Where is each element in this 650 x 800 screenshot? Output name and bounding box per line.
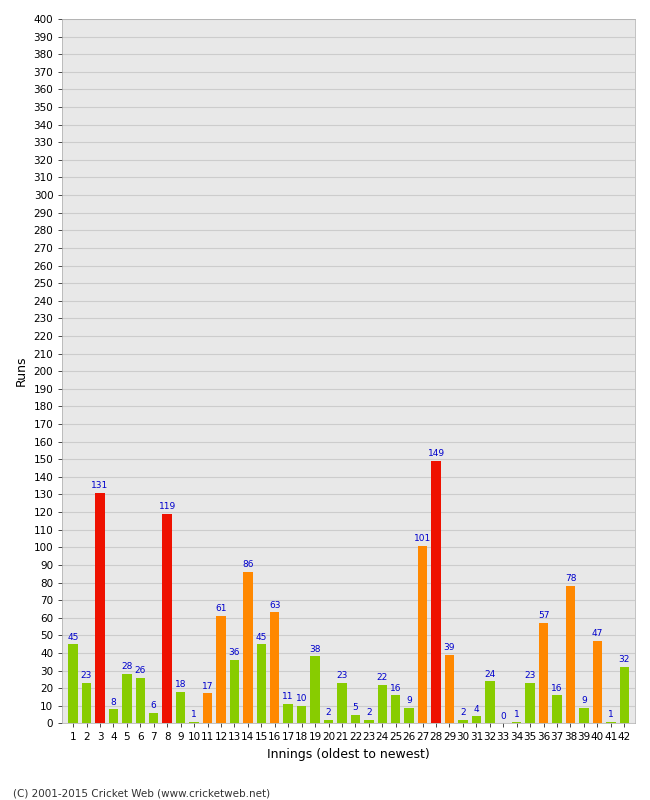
Bar [162, 514, 172, 723]
Bar [310, 657, 320, 723]
Text: 0: 0 [500, 712, 506, 721]
Text: 39: 39 [444, 643, 455, 652]
Text: 24: 24 [484, 670, 495, 678]
Text: 6: 6 [151, 702, 157, 710]
Text: 86: 86 [242, 560, 254, 570]
Bar [283, 704, 293, 723]
Text: 101: 101 [414, 534, 431, 543]
Bar [324, 720, 333, 723]
Bar [432, 461, 441, 723]
Bar [136, 678, 145, 723]
Text: 45: 45 [255, 633, 267, 642]
Bar [539, 623, 549, 723]
Text: 23: 23 [81, 671, 92, 680]
Bar [418, 546, 427, 723]
Bar [229, 660, 239, 723]
Bar [579, 707, 589, 723]
Bar [566, 586, 575, 723]
Bar [243, 572, 253, 723]
Text: 23: 23 [336, 671, 348, 680]
Text: 1: 1 [608, 710, 614, 719]
Bar [270, 613, 280, 723]
Text: 149: 149 [428, 450, 445, 458]
Bar [68, 644, 78, 723]
Bar [257, 644, 266, 723]
Text: 47: 47 [592, 629, 603, 638]
Bar [512, 722, 521, 723]
Bar [96, 493, 105, 723]
Bar [485, 681, 495, 723]
Text: 4: 4 [474, 705, 479, 714]
Text: 1: 1 [514, 710, 519, 719]
Bar [351, 714, 360, 723]
Bar [445, 654, 454, 723]
Text: 119: 119 [159, 502, 176, 511]
Text: 17: 17 [202, 682, 213, 691]
Text: 28: 28 [121, 662, 133, 671]
Bar [378, 685, 387, 723]
Text: (C) 2001-2015 Cricket Web (www.cricketweb.net): (C) 2001-2015 Cricket Web (www.cricketwe… [13, 788, 270, 798]
Text: 45: 45 [68, 633, 79, 642]
Bar [458, 720, 467, 723]
Text: 57: 57 [538, 611, 549, 620]
Text: 16: 16 [551, 683, 563, 693]
Bar [337, 683, 346, 723]
Text: 26: 26 [135, 666, 146, 675]
Text: 2: 2 [366, 708, 372, 718]
Text: 2: 2 [326, 708, 332, 718]
Bar [619, 667, 629, 723]
Text: 9: 9 [581, 696, 587, 705]
Text: 23: 23 [525, 671, 536, 680]
Bar [203, 694, 212, 723]
Text: 9: 9 [406, 696, 412, 705]
Text: 10: 10 [296, 694, 307, 703]
Text: 2: 2 [460, 708, 466, 718]
Y-axis label: Runs: Runs [15, 356, 28, 386]
Bar [149, 713, 159, 723]
Text: 61: 61 [215, 604, 227, 614]
Bar [122, 674, 131, 723]
Bar [189, 722, 199, 723]
Text: 5: 5 [352, 703, 358, 712]
Bar [297, 706, 306, 723]
Text: 16: 16 [390, 683, 402, 693]
Bar [109, 710, 118, 723]
Bar [364, 720, 374, 723]
Text: 1: 1 [191, 710, 197, 719]
Text: 38: 38 [309, 645, 321, 654]
Bar [525, 683, 535, 723]
Text: 78: 78 [565, 574, 576, 583]
Bar [404, 707, 414, 723]
Bar [552, 695, 562, 723]
Bar [391, 695, 400, 723]
Bar [472, 716, 481, 723]
Text: 63: 63 [269, 601, 281, 610]
Text: 22: 22 [376, 673, 388, 682]
Text: 131: 131 [92, 481, 109, 490]
Bar [216, 616, 226, 723]
Bar [593, 641, 602, 723]
Text: 11: 11 [282, 693, 294, 702]
Bar [606, 722, 616, 723]
Text: 18: 18 [175, 680, 187, 689]
Text: 36: 36 [229, 648, 240, 658]
Bar [176, 692, 185, 723]
Text: 8: 8 [111, 698, 116, 706]
Bar [82, 683, 91, 723]
Text: 32: 32 [619, 655, 630, 665]
X-axis label: Innings (oldest to newest): Innings (oldest to newest) [267, 748, 430, 761]
